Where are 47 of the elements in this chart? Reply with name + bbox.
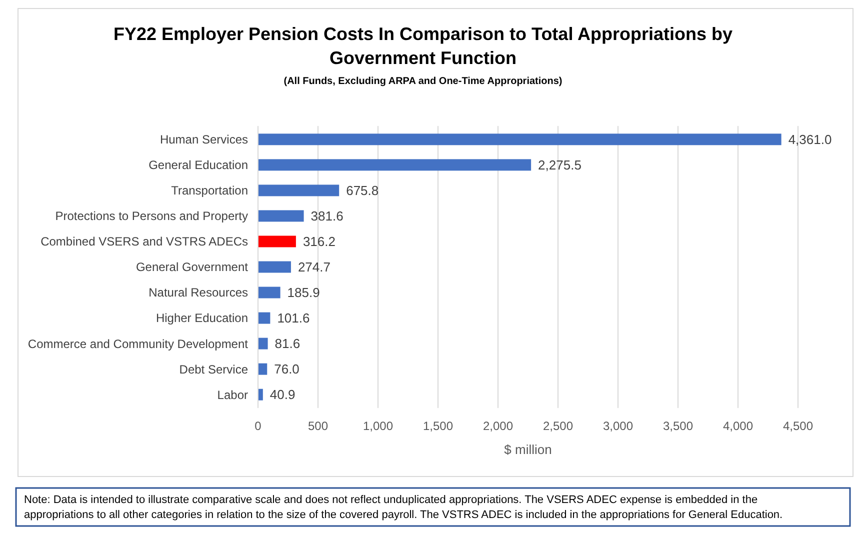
- x-tick-label: 3,000: [602, 419, 634, 433]
- x-tick-label: 500: [308, 419, 328, 433]
- data-label: 81.6: [274, 336, 300, 352]
- y-tick-label: General Education: [148, 158, 248, 172]
- data-label: 101.6: [277, 310, 310, 326]
- data-label: 40.9: [270, 387, 296, 402]
- x-tick-label: 4,500: [782, 419, 814, 433]
- data-label: 76.0: [274, 362, 300, 377]
- data-label: 4,361.0: [788, 132, 832, 147]
- bar: [258, 236, 296, 248]
- y-tick-label: Higher Education: [156, 311, 248, 326]
- bar: [258, 388, 263, 400]
- x-tick-label: 2,500: [542, 419, 574, 433]
- bar: [258, 338, 268, 350]
- data-label: 316.2: [302, 234, 336, 250]
- bar: [258, 261, 291, 273]
- x-axis-title: $ million: [504, 442, 552, 457]
- bar: [258, 159, 532, 171]
- x-tick-label: 4,000: [722, 419, 754, 433]
- bar: [258, 210, 304, 222]
- data-label: 675.8: [346, 182, 379, 198]
- x-tick-label: 3,500: [662, 419, 694, 433]
- data-label: 381.6: [310, 208, 344, 224]
- x-tick-label: 1,000: [362, 419, 394, 433]
- x-tick-label: 2,000: [482, 419, 514, 433]
- chart-title: FY22 Employer Pension Costs In Comparison to Total Appropriations by Government Function: [113, 24, 733, 68]
- bar: [258, 286, 280, 298]
- bar: [258, 184, 340, 196]
- text: Note: Data is intended to illustrate comparative scale and does not reflect unduplicated appropriations. The VSERS ADEC expense is embedded in the appropriations to all other categories in relation to the size of the covered payroll. The VSTRS ADEC is included in the appropriations for General Education.: [24, 494, 783, 521]
- y-tick-label: Combined VSERS and VSTRS ADECs: [40, 234, 248, 249]
- y-tick-label: Transportation: [171, 184, 248, 198]
- x-tick-label: 1,500: [422, 419, 454, 433]
- x-tick-label: 0: [254, 419, 262, 433]
- data-label: 274.7: [298, 260, 331, 275]
- y-tick-label: Labor: [217, 388, 248, 402]
- data-label: 2,275.5: [538, 157, 582, 172]
- y-tick-label: Protections to Persons and Property: [55, 209, 248, 224]
- y-tick-label: Natural Resources: [148, 286, 248, 300]
- chart-subtitle: (All Funds, Excluding ARPA and One-Time Appropriations): [284, 76, 562, 87]
- bar: [258, 363, 268, 375]
- bar: [258, 312, 270, 324]
- bar: [258, 134, 782, 146]
- y-tick-label: Human Services: [160, 132, 248, 147]
- data-label: 185.9: [287, 285, 320, 300]
- y-tick-label: General Government: [136, 260, 249, 274]
- y-tick-label: Debt Service: [179, 362, 248, 376]
- y-tick-label: Commerce and Community Development: [28, 336, 249, 351]
